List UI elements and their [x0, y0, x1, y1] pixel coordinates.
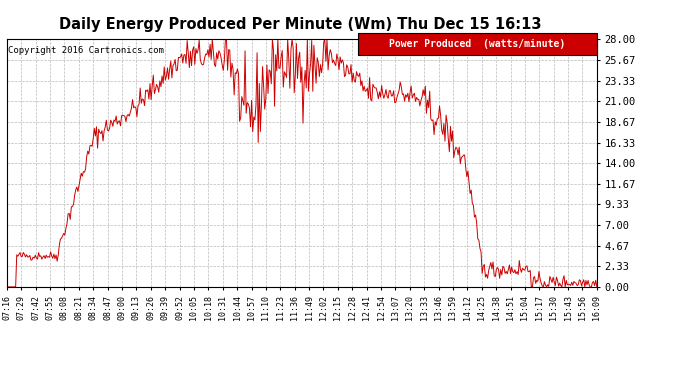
- Text: Daily Energy Produced Per Minute (Wm) Thu Dec 15 16:13: Daily Energy Produced Per Minute (Wm) Th…: [59, 17, 542, 32]
- FancyBboxPatch shape: [358, 33, 597, 56]
- Text: Copyright 2016 Cartronics.com: Copyright 2016 Cartronics.com: [8, 46, 164, 55]
- Text: Power Produced  (watts/minute): Power Produced (watts/minute): [389, 39, 566, 50]
